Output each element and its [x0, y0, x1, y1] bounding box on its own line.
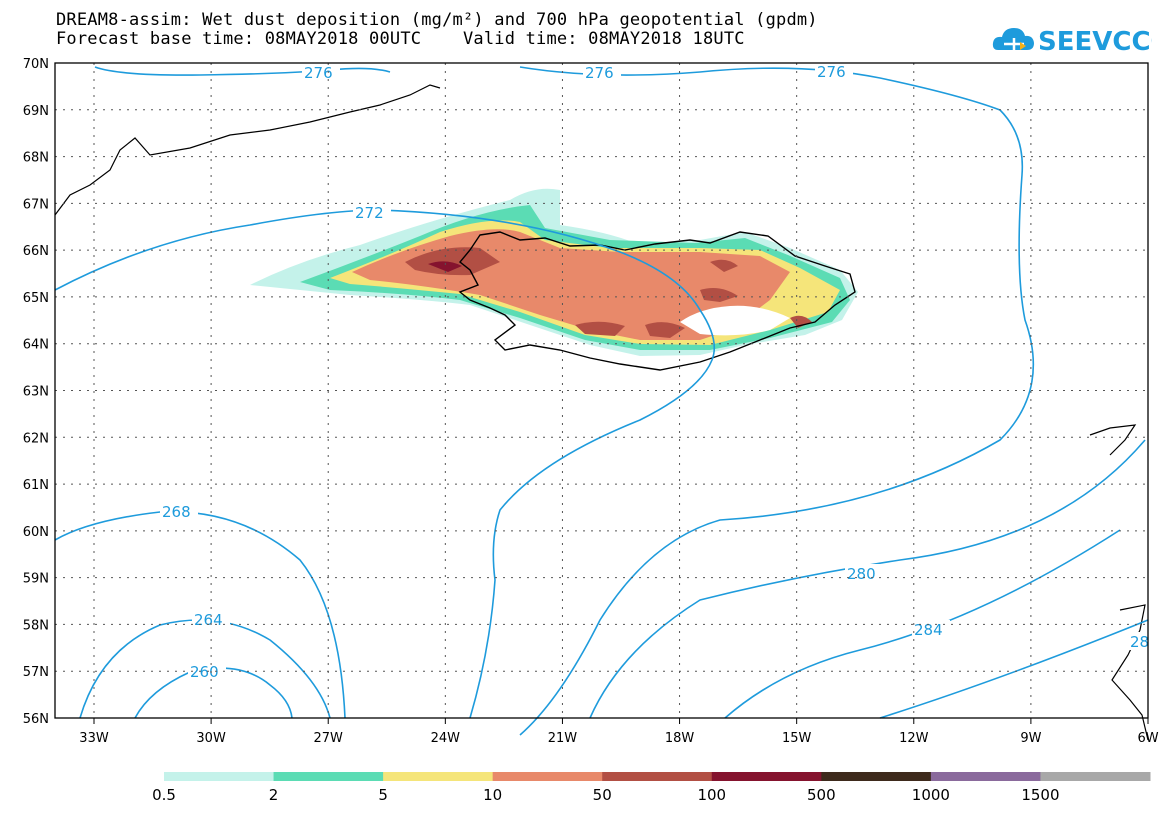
legend-swatch [821, 772, 932, 781]
longitude-label: 33W [79, 731, 109, 746]
latitude-label: 59N [23, 572, 49, 587]
legend-swatch [164, 772, 275, 781]
legend-swatch [930, 772, 1041, 781]
latitude-label: 67N [23, 197, 49, 212]
contour-label: 276 [304, 64, 333, 82]
chart-title: DREAM8-assim: Wet dust deposition (mg/m²… [56, 10, 818, 30]
legend-label: 5 [378, 786, 388, 804]
latitude-label: 64N [23, 338, 49, 353]
latitude-labels: 70N 69N 68N 67N 66N 65N 64N 63N 62N 61N 60N 59N 58N 5… [23, 57, 49, 727]
contour-label: 280 [847, 565, 876, 583]
longitude-label: 6W [1137, 731, 1158, 746]
seevccc-logo: SEEVCCC [992, 27, 1152, 57]
contour-label: 272 [355, 204, 384, 222]
legend-label: 10 [483, 786, 502, 804]
latitude-label: 58N [23, 618, 49, 633]
latitude-label: 65N [23, 291, 49, 306]
contour-label: 284 [914, 621, 943, 639]
longitude-label: 27W [314, 731, 344, 746]
latitude-label: 66N [23, 244, 49, 259]
latitude-label: 68N [23, 151, 49, 166]
contour-label: 268 [162, 503, 191, 521]
logo-text: SEEVCCC [1038, 27, 1152, 57]
contour-label: 28 [1130, 633, 1149, 651]
legend-label: 1500 [1021, 786, 1059, 804]
latitude-label: 60N [23, 525, 49, 540]
legend-label: 500 [807, 786, 836, 804]
longitude-label: 21W [548, 731, 578, 746]
chart-subtitle: Forecast base time: 08MAY2018 00UTC Vali… [56, 29, 745, 49]
legend-swatch [602, 772, 713, 781]
legend-label: 1000 [912, 786, 950, 804]
longitude-label: 24W [431, 731, 461, 746]
longitude-label: 9W [1020, 731, 1041, 746]
iceland-coastline [458, 231, 856, 371]
greenland-coastline [54, 84, 441, 216]
longitude-label: 30W [196, 731, 226, 746]
map-frame [54, 62, 1149, 719]
latitude-label: 70N [23, 57, 49, 72]
legend-label: 0.5 [152, 786, 176, 804]
latitude-label: 61N [23, 478, 49, 493]
legend-label: 2 [269, 786, 279, 804]
legend-label: 50 [593, 786, 612, 804]
scotland-coastline [1089, 424, 1149, 741]
contour-label: 260 [190, 663, 219, 681]
cloud-icon [992, 28, 1034, 50]
contour-label-group: 276 276 276 272 268 264 260 280 284 28 [160, 62, 1149, 681]
longitude-label: 18W [665, 731, 695, 746]
legend-swatch [1040, 772, 1151, 781]
latitude-label: 63N [23, 385, 49, 400]
longitude-label: 12W [899, 731, 929, 746]
latitude-label: 57N [23, 665, 49, 680]
latitude-label: 56N [23, 712, 49, 727]
legend-label: 100 [697, 786, 726, 804]
longitude-label: 15W [782, 731, 812, 746]
contour-label: 276 [817, 63, 846, 81]
legend-swatch [492, 772, 603, 781]
latitude-label: 69N [23, 104, 49, 119]
latitude-label: 62N [23, 431, 49, 446]
contour-label: 276 [585, 64, 614, 82]
longitude-labels: 33W 30W 27W 24W 21W 18W 15W 12W 9W 6W [79, 718, 1159, 746]
gridlines [55, 63, 1148, 718]
legend-swatch [383, 772, 494, 781]
legend-swatch [711, 772, 822, 781]
legend-swatch [273, 772, 384, 781]
dust-deposition-field [250, 188, 858, 356]
